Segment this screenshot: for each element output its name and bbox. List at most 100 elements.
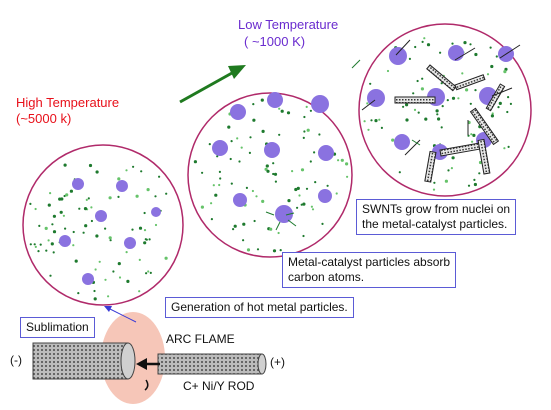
- carbon-dot: [300, 168, 305, 172]
- carbon-dot: [303, 115, 306, 119]
- carbon-dot: [63, 194, 66, 198]
- metal-particle: [394, 134, 410, 150]
- carbon-dot: [49, 274, 52, 277]
- carbon-dot: [398, 171, 401, 174]
- carbon-dot: [63, 163, 67, 167]
- carbon-dot: [245, 186, 248, 189]
- carbon-dot: [210, 218, 213, 221]
- minus-label: (-): [10, 353, 22, 367]
- high-temp-value: (~5000 k): [16, 111, 72, 126]
- carbon-dot: [93, 297, 97, 301]
- carbon-dot: [451, 156, 455, 160]
- carbon-dot: [154, 195, 157, 198]
- carbon-dot: [490, 64, 494, 69]
- sublimation-box: Sublimation: [20, 317, 95, 338]
- carbon-dot: [51, 223, 54, 226]
- carbon-dot: [104, 227, 107, 230]
- carbon-dot: [469, 43, 472, 46]
- carbon-dot: [90, 206, 93, 209]
- metal-particle: [124, 237, 136, 249]
- carbon-dot: [272, 162, 275, 165]
- carbon-dot: [414, 45, 417, 49]
- carbon-dot: [426, 43, 431, 47]
- carbon-dot: [216, 155, 219, 158]
- carbon-dot: [461, 72, 464, 75]
- carbon-dot: [346, 175, 349, 178]
- carbon-dot: [474, 89, 477, 92]
- carbon-dot: [93, 289, 96, 293]
- carbon-dot: [420, 87, 424, 91]
- carbon-dot: [416, 79, 419, 83]
- carbon-dot: [90, 219, 93, 223]
- carbon-dot: [158, 175, 161, 178]
- carbon-dot: [507, 145, 510, 148]
- carbon-dot: [266, 169, 270, 173]
- carbon-dot: [253, 219, 256, 223]
- carbon-dot: [474, 52, 478, 57]
- carbon-dot: [29, 243, 32, 246]
- carbon-dot: [132, 165, 135, 168]
- carbon-dot: [112, 270, 115, 273]
- carbon-dot: [446, 99, 449, 102]
- carbon-dot: [467, 184, 471, 187]
- metal-particle: [151, 207, 161, 217]
- carbon-dot: [440, 82, 443, 85]
- rod-cathode-icon: [32, 342, 136, 380]
- absorb-line1: Metal-catalyst particles absorb: [288, 255, 451, 269]
- carbon-dot: [201, 171, 204, 174]
- carbon-dot: [345, 162, 349, 166]
- carbon-dot: [380, 126, 383, 129]
- carbon-dot: [366, 102, 369, 105]
- carbon-dot: [125, 169, 128, 172]
- mid-temp-circle: [187, 92, 353, 258]
- carbon-dot: [294, 187, 298, 192]
- carbon-atom-dots: [29, 37, 512, 301]
- carbon-dot: [193, 160, 197, 164]
- carbon-dot: [495, 55, 498, 58]
- carbon-dot: [104, 278, 107, 281]
- carbon-dot: [74, 259, 78, 263]
- carbon-dot: [470, 133, 473, 136]
- carbon-dot: [309, 109, 312, 112]
- carbon-dot: [310, 205, 313, 208]
- carbon-dot: [229, 157, 232, 161]
- carbon-dot: [447, 169, 450, 172]
- absorb-box: Metal-catalyst particles absorb carbon a…: [282, 252, 457, 288]
- carbon-dot: [337, 159, 340, 162]
- carbon-dot: [451, 42, 454, 45]
- absorb-arrows: [265, 59, 421, 231]
- carbon-dot: [135, 194, 139, 198]
- carbon-dot: [98, 260, 101, 263]
- carbon-dot: [256, 248, 260, 251]
- metal-particle: [264, 142, 280, 158]
- carbon-dot: [314, 181, 317, 184]
- carbon-dot: [408, 57, 411, 61]
- metal-particle: [275, 205, 293, 223]
- carbon-dot: [326, 184, 329, 187]
- carbon-dot: [261, 129, 265, 133]
- carbon-dot: [491, 112, 494, 115]
- carbon-dot: [302, 202, 306, 206]
- low-temp-title: Low Temperature: [238, 17, 339, 32]
- carbon-dot: [69, 189, 73, 193]
- carbon-dot: [296, 206, 299, 209]
- carbon-dot: [88, 163, 93, 168]
- carbon-dot: [218, 170, 221, 173]
- carbon-dot: [265, 164, 269, 168]
- metal-particle: [311, 95, 329, 113]
- carbon-dot: [421, 77, 424, 80]
- carbon-dot: [269, 227, 273, 231]
- carbon-dot: [321, 222, 324, 225]
- carbon-dot: [302, 136, 305, 139]
- carbon-dot: [230, 140, 233, 143]
- carbon-dot: [450, 167, 453, 170]
- flame-arrow: [104, 306, 137, 323]
- carbon-dot: [280, 109, 284, 113]
- metal-particles: [59, 45, 514, 285]
- carbon-dot: [439, 51, 442, 54]
- carbon-dot: [471, 140, 474, 143]
- metal-particle: [448, 45, 464, 61]
- carbon-dot: [309, 160, 312, 163]
- arrow-icon: [179, 65, 246, 104]
- carbon-dot: [272, 172, 275, 176]
